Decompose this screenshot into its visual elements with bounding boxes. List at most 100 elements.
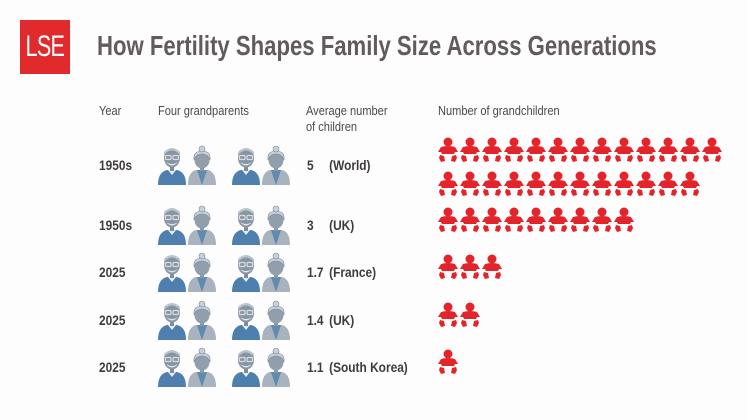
grandchild-icon	[613, 207, 635, 233]
avg-children-value: 3 (UK)	[307, 217, 354, 233]
grandchild-icon	[481, 171, 503, 197]
row-year: 2025	[99, 312, 126, 328]
baby-icon	[702, 137, 722, 162]
baby-icon	[658, 137, 678, 162]
baby-icon	[592, 171, 612, 196]
avg-children-value: 1.4 (UK)	[307, 312, 354, 328]
grandparent-couple-1	[157, 145, 217, 185]
grandmother-icon	[188, 300, 216, 340]
grandparent-couple-2	[231, 300, 291, 340]
grandchild-icon	[459, 302, 481, 328]
baby-icon	[504, 207, 524, 232]
region-label: (France)	[329, 264, 377, 280]
grandparent-couple-1	[157, 205, 217, 245]
column-header-year: Year	[99, 103, 122, 118]
fertility-rate: 3	[307, 217, 314, 233]
grandmother-icon	[262, 300, 290, 340]
baby-icon	[438, 349, 458, 374]
grandchild-icon	[613, 137, 635, 163]
baby-icon	[438, 254, 458, 279]
grandparent-couple-1	[157, 300, 217, 340]
grandchild-icon	[547, 137, 569, 163]
baby-icon	[570, 207, 590, 232]
baby-icon	[614, 171, 634, 196]
grandfather-icon	[158, 255, 186, 292]
grandchild-icon	[635, 137, 657, 163]
baby-icon	[504, 137, 524, 162]
grandchild-icon	[437, 254, 459, 280]
grandchild-icon	[525, 207, 547, 233]
baby-icon	[658, 171, 678, 196]
grandchildren-icons	[437, 302, 737, 328]
grandchild-icon	[481, 207, 503, 233]
grandchild-icon	[657, 137, 679, 163]
baby-icon	[592, 137, 612, 162]
grandchild-icon	[503, 137, 525, 163]
grandchild-icon	[503, 207, 525, 233]
column-header-avg-children: Average number of children	[306, 103, 387, 135]
grandchild-icon	[635, 171, 657, 197]
baby-icon	[680, 137, 700, 162]
grandfather-icon	[232, 208, 260, 245]
baby-icon	[614, 137, 634, 162]
grandchild-icon	[525, 137, 547, 163]
row-year: 2025	[99, 264, 126, 280]
grandchildren-icons	[437, 207, 737, 233]
baby-icon	[526, 207, 546, 232]
region-label: (World)	[329, 157, 371, 173]
grandchild-icon	[459, 254, 481, 280]
logo-text: LSE	[25, 30, 65, 63]
grandchild-icon	[437, 207, 459, 233]
avg-children-value: 1.7 (France)	[307, 264, 376, 280]
grandchild-icon	[437, 349, 459, 375]
row-year: 2025	[99, 359, 126, 375]
baby-icon	[570, 137, 590, 162]
grandchildren-icons	[437, 137, 723, 197]
grandchild-icon	[657, 171, 679, 197]
baby-icon	[460, 207, 480, 232]
lse-logo: LSE	[20, 20, 70, 74]
grandfather-icon	[232, 303, 260, 340]
grandmother-icon	[188, 252, 216, 292]
avg-children-value: 5 (World)	[307, 157, 371, 173]
grandmother-icon	[262, 145, 290, 185]
baby-icon	[460, 171, 480, 196]
column-header-grandparents: Four grandparents	[158, 103, 249, 118]
grandchild-icon	[547, 171, 569, 197]
grandchild-icon	[437, 137, 459, 163]
grandchild-icon	[525, 171, 547, 197]
grandchild-icon	[481, 254, 503, 280]
grandchild-icon	[569, 171, 591, 197]
header-line-2: of children	[306, 119, 357, 134]
grandchild-icon	[547, 207, 569, 233]
grandchildren-icons	[437, 349, 737, 375]
region-label: (UK)	[329, 312, 355, 328]
baby-icon	[460, 137, 480, 162]
grandchild-icon	[701, 137, 723, 163]
grandfather-icon	[158, 303, 186, 340]
baby-icon	[680, 171, 700, 196]
grandparent-couple-1	[157, 252, 217, 292]
grandchild-icon	[591, 137, 613, 163]
baby-icon	[438, 171, 458, 196]
fertility-rate: 5	[307, 157, 314, 173]
grandchild-icon	[481, 137, 503, 163]
grandchild-icon	[613, 171, 635, 197]
grandfather-icon	[232, 255, 260, 292]
grandmother-icon	[262, 252, 290, 292]
grandmother-icon	[188, 145, 216, 185]
baby-icon	[592, 207, 612, 232]
baby-icon	[482, 137, 502, 162]
grandparent-couple-2	[231, 252, 291, 292]
column-header-grandchildren: Number of grandchildren	[438, 103, 560, 118]
region-label: (UK)	[329, 217, 355, 233]
fertility-rate: 1.4	[307, 312, 324, 328]
grandchild-icon	[459, 207, 481, 233]
baby-icon	[438, 207, 458, 232]
grandfather-icon	[232, 148, 260, 185]
baby-icon	[548, 137, 568, 162]
grandfather-icon	[158, 208, 186, 245]
grandmother-icon	[262, 347, 290, 387]
baby-icon	[504, 171, 524, 196]
grandchildren-icons	[437, 254, 737, 280]
